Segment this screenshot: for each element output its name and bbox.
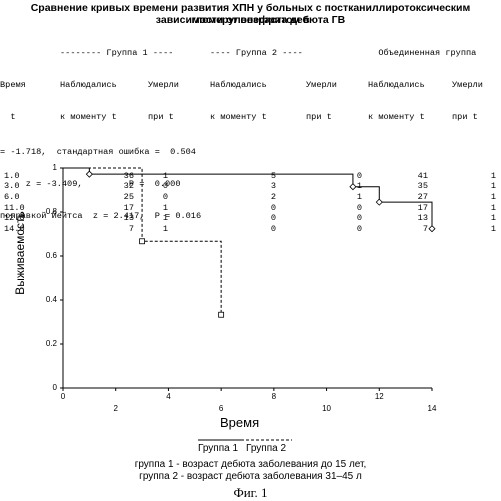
- x-axis-label: Время: [220, 415, 259, 430]
- y-tick-label: 0.6: [39, 251, 57, 260]
- y-tick-label: 0.8: [39, 207, 57, 216]
- y-axis-label: Выживаемость: [13, 203, 27, 303]
- data-point-group-1: [86, 171, 92, 177]
- note-group-2: группа 2 - возраст дебюта заболевания 31…: [0, 471, 501, 482]
- legend-group-2: Группа 2: [246, 443, 286, 454]
- x-tick-label: 6: [215, 404, 227, 413]
- series-line-group-1: [63, 168, 432, 229]
- data-point-group-2: [140, 239, 145, 244]
- x-tick-label: 14: [426, 404, 438, 413]
- x-tick-label: 10: [321, 404, 333, 413]
- x-tick-label: 8: [268, 392, 280, 401]
- x-tick-label: 12: [373, 392, 385, 401]
- figure-label: Фиг. 1: [0, 485, 501, 501]
- data-point-group-1: [429, 226, 435, 232]
- legend-group-1: Группа 1: [198, 443, 238, 454]
- x-tick-label: 4: [162, 392, 174, 401]
- x-tick-label: 2: [110, 404, 122, 413]
- y-tick-label: 0: [39, 383, 57, 392]
- data-point-group-1: [350, 184, 356, 190]
- data-point-group-2: [219, 312, 224, 317]
- data-point-group-1: [376, 199, 382, 205]
- note-group-1: группа 1 - возраст дебюта заболевания до…: [0, 459, 501, 470]
- y-tick-label: 0.2: [39, 339, 57, 348]
- y-tick-label: 1: [39, 163, 57, 172]
- y-tick-label: 0.4: [39, 295, 57, 304]
- x-tick-label: 0: [57, 392, 69, 401]
